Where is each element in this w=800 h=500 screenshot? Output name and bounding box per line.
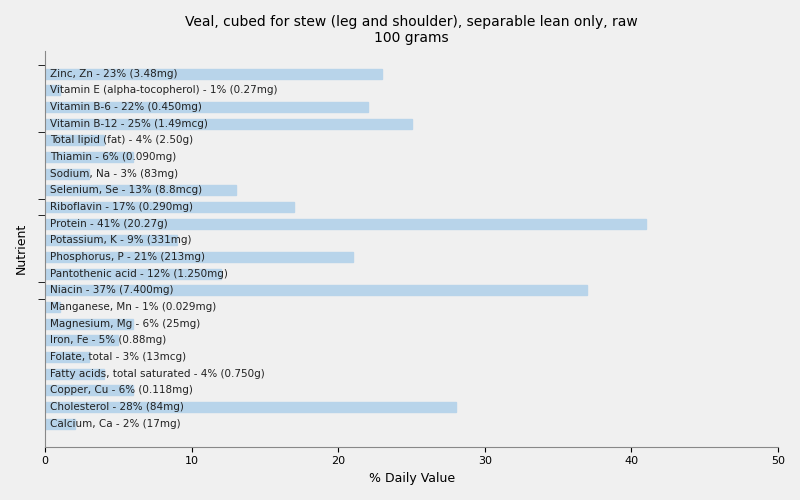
Text: Manganese, Mn - 1% (0.029mg): Manganese, Mn - 1% (0.029mg) <box>50 302 216 312</box>
Text: Niacin - 37% (7.400mg): Niacin - 37% (7.400mg) <box>50 286 173 296</box>
Bar <box>46 68 382 78</box>
X-axis label: % Daily Value: % Daily Value <box>369 472 454 485</box>
Text: Calcium, Ca - 2% (17mg): Calcium, Ca - 2% (17mg) <box>50 418 180 428</box>
Text: Thiamin - 6% (0.090mg): Thiamin - 6% (0.090mg) <box>50 152 176 162</box>
Text: Folate, total - 3% (13mcg): Folate, total - 3% (13mcg) <box>50 352 186 362</box>
Bar <box>46 202 294 212</box>
Bar <box>46 402 455 412</box>
Text: Sodium, Na - 3% (83mg): Sodium, Na - 3% (83mg) <box>50 168 178 178</box>
Text: Magnesium, Mg - 6% (25mg): Magnesium, Mg - 6% (25mg) <box>50 318 200 328</box>
Text: Zinc, Zn - 23% (3.48mg): Zinc, Zn - 23% (3.48mg) <box>50 68 177 78</box>
Text: Copper, Cu - 6% (0.118mg): Copper, Cu - 6% (0.118mg) <box>50 386 193 396</box>
Bar <box>46 236 177 246</box>
Bar <box>46 318 133 328</box>
Title: Veal, cubed for stew (leg and shoulder), separable lean only, raw
100 grams: Veal, cubed for stew (leg and shoulder),… <box>186 15 638 45</box>
Bar <box>46 252 353 262</box>
Bar <box>46 368 104 378</box>
Text: Riboflavin - 17% (0.290mg): Riboflavin - 17% (0.290mg) <box>50 202 193 212</box>
Bar <box>46 386 133 396</box>
Text: Iron, Fe - 5% (0.88mg): Iron, Fe - 5% (0.88mg) <box>50 336 166 345</box>
Bar <box>46 336 118 345</box>
Bar <box>46 135 104 145</box>
Bar <box>46 102 368 112</box>
Text: Total lipid (fat) - 4% (2.50g): Total lipid (fat) - 4% (2.50g) <box>50 135 193 145</box>
Text: Pantothenic acid - 12% (1.250mg): Pantothenic acid - 12% (1.250mg) <box>50 268 227 278</box>
Text: Potassium, K - 9% (331mg): Potassium, K - 9% (331mg) <box>50 236 191 246</box>
Text: Vitamin B-6 - 22% (0.450mg): Vitamin B-6 - 22% (0.450mg) <box>50 102 202 112</box>
Text: Protein - 41% (20.27g): Protein - 41% (20.27g) <box>50 218 167 228</box>
Text: Vitamin E (alpha-tocopherol) - 1% (0.27mg): Vitamin E (alpha-tocopherol) - 1% (0.27m… <box>50 85 277 95</box>
Bar <box>46 286 587 296</box>
Bar <box>46 418 74 428</box>
Text: Fatty acids, total saturated - 4% (0.750g): Fatty acids, total saturated - 4% (0.750… <box>50 368 264 378</box>
Text: Selenium, Se - 13% (8.8mcg): Selenium, Se - 13% (8.8mcg) <box>50 186 202 196</box>
Bar <box>46 168 89 178</box>
Bar <box>46 352 89 362</box>
Bar <box>46 186 236 196</box>
Y-axis label: Nutrient: Nutrient <box>15 223 28 274</box>
Text: Phosphorus, P - 21% (213mg): Phosphorus, P - 21% (213mg) <box>50 252 205 262</box>
Bar <box>46 302 60 312</box>
Bar <box>46 268 221 278</box>
Bar <box>46 152 133 162</box>
Bar <box>46 118 412 128</box>
Text: Vitamin B-12 - 25% (1.49mcg): Vitamin B-12 - 25% (1.49mcg) <box>50 118 207 128</box>
Bar <box>46 85 60 95</box>
Text: Cholesterol - 28% (84mg): Cholesterol - 28% (84mg) <box>50 402 183 412</box>
Bar <box>46 218 646 228</box>
